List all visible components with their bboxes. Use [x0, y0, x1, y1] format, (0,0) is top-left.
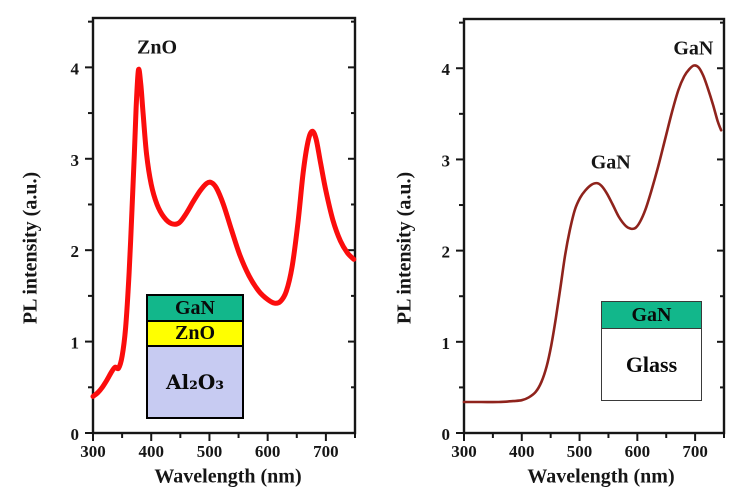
x-tick-label: 600 [255, 442, 281, 461]
sample-structure-inset-left: GaN ZnO Al₂O₃ [146, 294, 244, 419]
x-tick-label: 400 [138, 442, 164, 461]
y-axis-title-left: PL intensity (a.u.) [19, 171, 42, 325]
x-tick-label: 700 [313, 442, 339, 461]
y-tick-label: 3 [71, 151, 80, 170]
pl-curve [90, 66, 357, 399]
x-tick-label: 600 [625, 442, 651, 461]
peak-annotation: GaN [591, 152, 632, 174]
plot-frame [462, 17, 726, 435]
sample-structure-inset-right: GaN Glass [601, 301, 702, 401]
inset-layer-gan-right: GaN [602, 302, 701, 329]
inset-layer-gan: GaN [148, 296, 242, 322]
y-tick-label: 0 [71, 425, 80, 444]
inset-layer-al2o3: Al₂O₃ [148, 347, 242, 417]
y-axis-title-right: PL intensity (a.u.) [393, 171, 416, 325]
x-axis-title-left: Wavelength (nm) [154, 465, 302, 488]
x-tick-label: 500 [567, 442, 593, 461]
pl-curve [462, 64, 723, 404]
y-tick-label: 2 [71, 242, 80, 261]
peak-annotation: GaN [673, 38, 714, 60]
y-tick-label: 3 [442, 151, 451, 170]
x-tick-label: 400 [509, 442, 535, 461]
y-tick-label: 4 [442, 60, 451, 79]
y-tick-label: 1 [442, 334, 451, 353]
x-axis-title-right: Wavelength (nm) [527, 465, 675, 488]
inset-layer-glass: Glass [602, 329, 701, 400]
y-tick-label: 2 [442, 243, 451, 262]
x-tick-label: 700 [682, 442, 708, 461]
x-tick-label: 300 [451, 442, 477, 461]
x-tick-label: 300 [80, 442, 106, 461]
y-tick-label: 4 [71, 59, 80, 78]
x-tick-label: 500 [197, 442, 223, 461]
y-tick-label: 0 [442, 425, 451, 444]
y-tick-label: 1 [71, 334, 80, 353]
plot-frame [91, 16, 357, 435]
inset-layer-zno: ZnO [148, 322, 242, 347]
peak-annotation: ZnO [137, 37, 177, 59]
